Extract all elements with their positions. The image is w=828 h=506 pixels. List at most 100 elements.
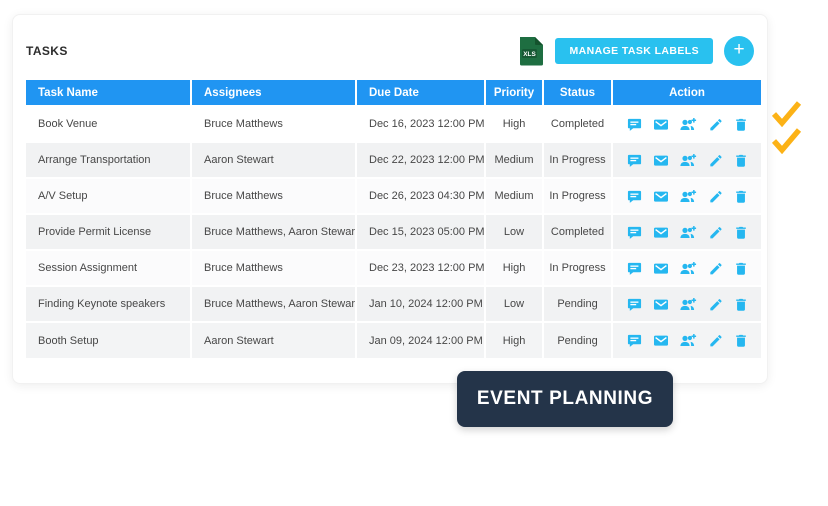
priority-cell: Low [484,286,543,322]
due-date-cell: Jan 09, 2024 12:00 PM [355,322,485,358]
action-cell [611,286,761,322]
card-header: TASKS XLS MANAGE TASK LABELS + [26,15,754,80]
comment-icon[interactable] [627,261,642,276]
col-action: Action [611,80,761,106]
task-name-cell: Finding Keynote speakers [38,298,166,310]
priority-cell: Medium [484,142,543,178]
edit-icon[interactable] [708,153,723,168]
comment-icon[interactable] [627,333,642,348]
page-title: TASKS [26,44,68,58]
mail-icon[interactable] [653,225,669,240]
assignees-cell: Bruce Matthews [190,250,356,286]
double-check-decoration [771,100,802,154]
svg-text:XLS: XLS [524,51,537,58]
delete-icon[interactable] [734,153,748,168]
col-status[interactable]: Status [542,80,612,106]
due-date-cell: Dec 16, 2023 12:00 PM [355,106,485,142]
edit-icon[interactable] [708,333,723,348]
comment-icon[interactable] [627,117,642,132]
status-cell: Completed [542,106,612,142]
manage-task-labels-button[interactable]: MANAGE TASK LABELS [555,38,713,64]
add-task-button[interactable]: + [724,36,754,66]
delete-icon[interactable] [734,261,748,276]
task-name-cell: Provide Permit License [38,226,152,238]
export-xls-icon[interactable]: XLS [517,36,544,66]
person-add-icon[interactable] [679,261,697,276]
action-cell [611,178,761,214]
table-row[interactable]: A/V Setup Bruce Matthews Dec 26, 2023 04… [26,178,761,214]
assignees-cell: Bruce Matthews, Aaron Stewart [190,286,356,322]
priority-cell: High [484,106,543,142]
event-planning-badge: EVENT PLANNING [457,371,673,427]
tasks-table: Task Name Assignees Due Date Priority St… [26,80,761,358]
comment-icon[interactable] [627,153,642,168]
person-add-icon[interactable] [679,297,697,312]
assignees-cell: Bruce Matthews [190,178,356,214]
task-name-cell: Session Assignment [38,262,138,274]
col-assignees[interactable]: Assignees [190,80,356,106]
table-row[interactable]: Session Assignment Bruce Matthews Dec 23… [26,250,761,286]
table-row[interactable]: Booth Setup Aaron Stewart Jan 09, 2024 1… [26,322,761,358]
delete-icon[interactable] [734,297,748,312]
check-icon [771,128,802,154]
status-cell: In Progress [542,250,612,286]
priority-cell: Medium [484,178,543,214]
person-add-icon[interactable] [679,153,697,168]
mail-icon[interactable] [653,153,669,168]
table-row[interactable]: Finding Keynote speakers Bruce Matthews,… [26,286,761,322]
delete-icon[interactable] [734,117,748,132]
col-task-name[interactable]: Task Name [26,80,191,106]
tasks-card: TASKS XLS MANAGE TASK LABELS + [12,14,768,384]
table-row[interactable]: Provide Permit License Bruce Matthews, A… [26,214,761,250]
due-date-cell: Dec 22, 2023 12:00 PM [355,142,485,178]
comment-icon[interactable] [627,297,642,312]
table-row[interactable]: Arrange Transportation Aaron Stewart Dec… [26,142,761,178]
person-add-icon[interactable] [679,117,697,132]
edit-icon[interactable] [708,297,723,312]
comment-icon[interactable] [627,225,642,240]
status-cell: In Progress [542,142,612,178]
edit-icon[interactable] [708,225,723,240]
mail-icon[interactable] [653,117,669,132]
mail-icon[interactable] [653,333,669,348]
task-name-cell: Book Venue [38,118,98,130]
task-name-cell: Booth Setup [38,334,99,347]
action-cell [611,322,761,358]
assignees-cell: Bruce Matthews [190,106,356,142]
mail-icon[interactable] [653,189,669,204]
task-name-cell: Arrange Transportation [38,154,151,166]
delete-icon[interactable] [734,333,748,348]
check-icon [771,101,802,127]
col-due-date[interactable]: Due Date [355,80,485,106]
action-cell [611,142,761,178]
table-row[interactable]: Book Venue Bruce Matthews Dec 16, 2023 1… [26,106,761,142]
comment-icon[interactable] [627,189,642,204]
mail-icon[interactable] [653,297,669,312]
person-add-icon[interactable] [679,333,697,348]
priority-cell: High [484,250,543,286]
action-cell [611,106,761,142]
due-date-cell: Dec 26, 2023 04:30 PM [355,178,485,214]
task-name-cell: A/V Setup [38,190,88,202]
due-date-cell: Dec 23, 2023 12:00 PM [355,250,485,286]
priority-cell: High [484,322,543,358]
delete-icon[interactable] [734,189,748,204]
edit-icon[interactable] [708,261,723,276]
assignees-cell: Aaron Stewart [190,142,356,178]
table-header-row: Task Name Assignees Due Date Priority St… [26,80,761,106]
mail-icon[interactable] [653,261,669,276]
status-cell: Pending [542,322,612,358]
edit-icon[interactable] [708,117,723,132]
person-add-icon[interactable] [679,189,697,204]
header-controls: XLS MANAGE TASK LABELS + [517,36,754,66]
action-cell [611,250,761,286]
edit-icon[interactable] [708,189,723,204]
action-cell [611,214,761,250]
status-cell: Completed [542,214,612,250]
status-cell: In Progress [542,178,612,214]
person-add-icon[interactable] [679,225,697,240]
col-priority[interactable]: Priority [484,80,543,106]
delete-icon[interactable] [734,225,748,240]
due-date-cell: Jan 10, 2024 12:00 PM [355,286,485,322]
